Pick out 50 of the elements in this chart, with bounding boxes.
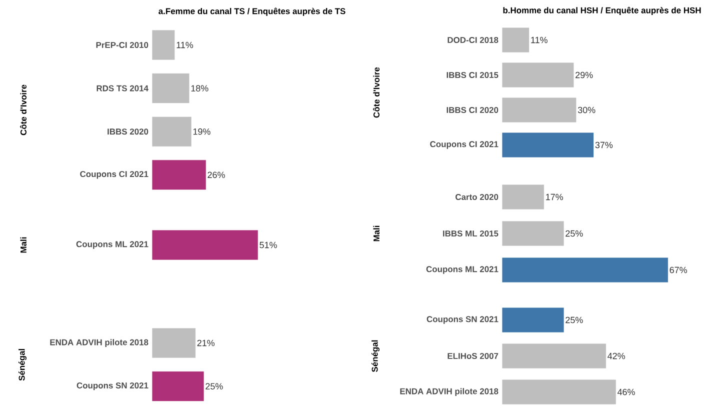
y-tick-label: ENDA ADVIH pilote 2018 [50, 339, 148, 347]
y-tick-label: Coupons SN 2021 [426, 316, 498, 324]
bar [152, 30, 176, 60]
data-label: 26% [208, 172, 225, 178]
bar [152, 116, 192, 147]
bar [502, 97, 577, 123]
y-axis-title: Mali [373, 226, 380, 242]
y-axis-title: Sénégal [371, 340, 380, 372]
data-label: 17% [546, 194, 563, 200]
data-label: 30% [578, 106, 596, 114]
data-label: 67% [670, 266, 687, 274]
y-tick-label: IBBS CI 2020 [446, 107, 498, 113]
y-tick-label: Coupons SN 2021 [76, 382, 148, 390]
data-label: 37% [595, 142, 613, 148]
text: a.Femme du canal TS / Enquêtes auprès de TS [158, 8, 346, 16]
y-tick-label: IBBS ML 2015 [443, 230, 498, 236]
y-axis-title: Sénégal [18, 349, 26, 381]
y-tick-label: Coupons CI 2021 [80, 171, 148, 179]
y-axis-title: Côte d'Ivoire [373, 67, 380, 118]
y-tick-label: Coupons ML 2021 [76, 241, 148, 249]
data-label: 29% [576, 72, 593, 78]
y-tick-label: Carto 2020 [456, 194, 498, 200]
bar [502, 27, 530, 53]
data-label: 25% [206, 383, 223, 390]
bar [502, 132, 594, 158]
y-tick-label: ELIHoS 2007 [448, 353, 498, 359]
data-label: 18% [191, 85, 208, 92]
y-tick-label: DOD-CI 2018 [448, 37, 498, 43]
y-tick-label: Coupons ML 2021 [426, 266, 498, 274]
y-axis-title: Côte d'Ivoire [20, 84, 26, 136]
bar [152, 160, 206, 190]
data-label: 25% [566, 230, 583, 237]
chart-title: b.Homme du canal HSH / Enquête auprès de HSH [503, 6, 701, 15]
bar [152, 73, 190, 104]
y-tick-label: PrEP-CI 2010 [96, 42, 148, 48]
y-tick-label: IBBS CI 2015 [446, 72, 498, 78]
y-tick-label: Coupons CI 2021 [430, 141, 498, 149]
data-label: 19% [193, 128, 210, 135]
data-label: 46% [617, 388, 635, 396]
y-axis-title: Mali [20, 237, 26, 253]
data-label: 21% [197, 340, 215, 346]
y-tick-label: RDS TS 2014 [96, 85, 148, 92]
y-tick-label: IBBS 2020 [108, 128, 148, 135]
data-label: 42% [608, 352, 625, 360]
data-label: 25% [566, 316, 583, 324]
y-tick-label: ENDA ADVIH pilote 2018 [400, 388, 498, 396]
data-label: 51% [260, 242, 277, 248]
bar [502, 62, 574, 88]
data-label: 11% [176, 42, 194, 48]
data-label: 11% [531, 36, 548, 44]
